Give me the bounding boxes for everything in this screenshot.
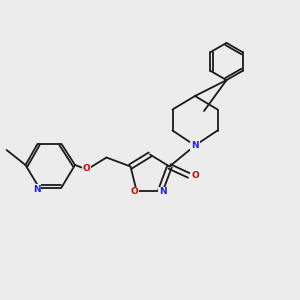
Text: O: O <box>191 171 199 180</box>
Text: N: N <box>33 184 41 194</box>
Text: O: O <box>130 188 138 196</box>
Text: O: O <box>82 164 90 172</box>
Text: N: N <box>159 188 167 196</box>
Text: N: N <box>191 141 199 150</box>
